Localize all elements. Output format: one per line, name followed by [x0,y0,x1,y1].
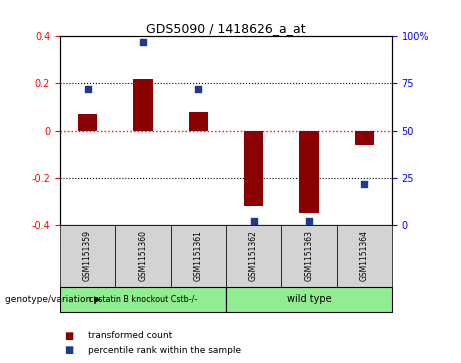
Bar [355,131,374,145]
Point [139,39,147,45]
Text: cystatin B knockout Cstb-/-: cystatin B knockout Cstb-/- [89,295,197,304]
Point [250,219,257,224]
Text: GSM1151363: GSM1151363 [304,231,313,281]
Text: GSM1151362: GSM1151362 [249,231,258,281]
Bar [244,131,263,206]
Text: GSM1151361: GSM1151361 [194,231,203,281]
Text: GSM1151364: GSM1151364 [360,231,369,281]
Text: ■: ■ [65,345,74,355]
Bar [299,131,319,213]
Point [84,86,91,92]
Bar [133,79,153,131]
Text: percentile rank within the sample: percentile rank within the sample [88,346,241,355]
Text: GSM1151360: GSM1151360 [138,231,148,281]
Title: GDS5090 / 1418626_a_at: GDS5090 / 1418626_a_at [146,22,306,35]
Text: wild type: wild type [287,294,331,305]
Text: transformed count: transformed count [88,331,172,340]
Bar [78,114,97,131]
Bar [189,112,208,131]
Point [361,181,368,187]
Text: GSM1151359: GSM1151359 [83,231,92,281]
Point [305,219,313,224]
Text: ■: ■ [65,331,74,341]
Text: genotype/variation ▶: genotype/variation ▶ [5,295,100,304]
Point [195,86,202,92]
